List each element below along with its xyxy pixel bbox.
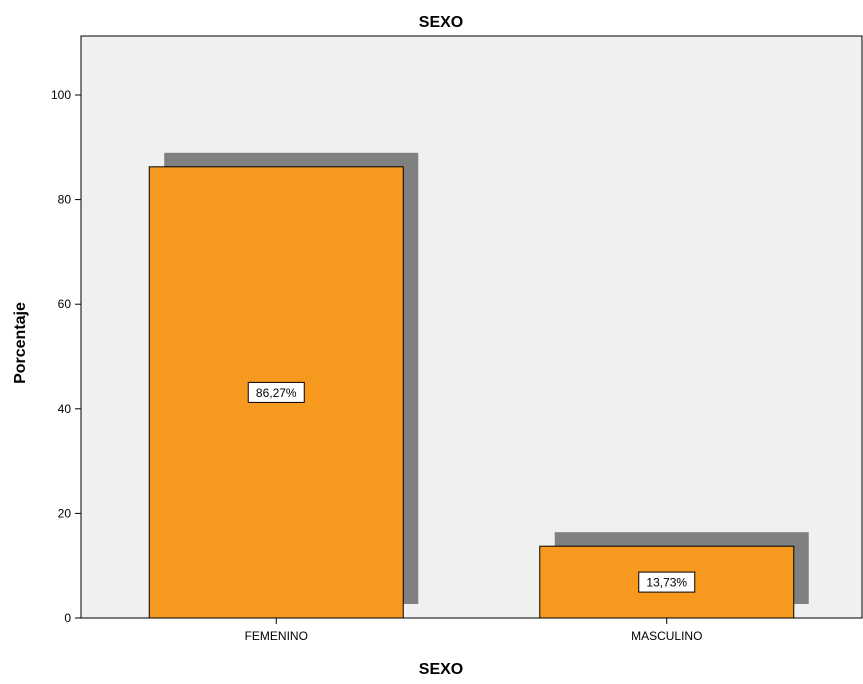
data-label-box [638, 571, 696, 593]
data-label-box [247, 381, 305, 403]
bars-group: 86,27% 13,73% [148, 152, 809, 619]
data-label: 86,27% [256, 386, 297, 400]
x-tick-label: FEMENINO [245, 629, 308, 643]
y-tick-label: 40 [58, 402, 72, 416]
y-tick-label: 20 [58, 506, 72, 520]
x-tick-label: MASCULINO [631, 629, 702, 643]
y-tick-label: 100 [51, 88, 71, 102]
data-label: 13,73% [646, 576, 687, 590]
y-axis-title: Porcentaje [12, 302, 29, 384]
y-tick-label: 60 [58, 297, 72, 311]
y-axis: 0 20 40 60 80 100 [51, 88, 81, 625]
y-tick-label: 0 [64, 611, 71, 625]
x-axis: FEMENINO MASCULINO [245, 618, 702, 643]
y-tick-label: 80 [58, 193, 72, 207]
x-axis-title: SEXO [419, 661, 463, 678]
chart-title: SEXO [419, 14, 463, 31]
